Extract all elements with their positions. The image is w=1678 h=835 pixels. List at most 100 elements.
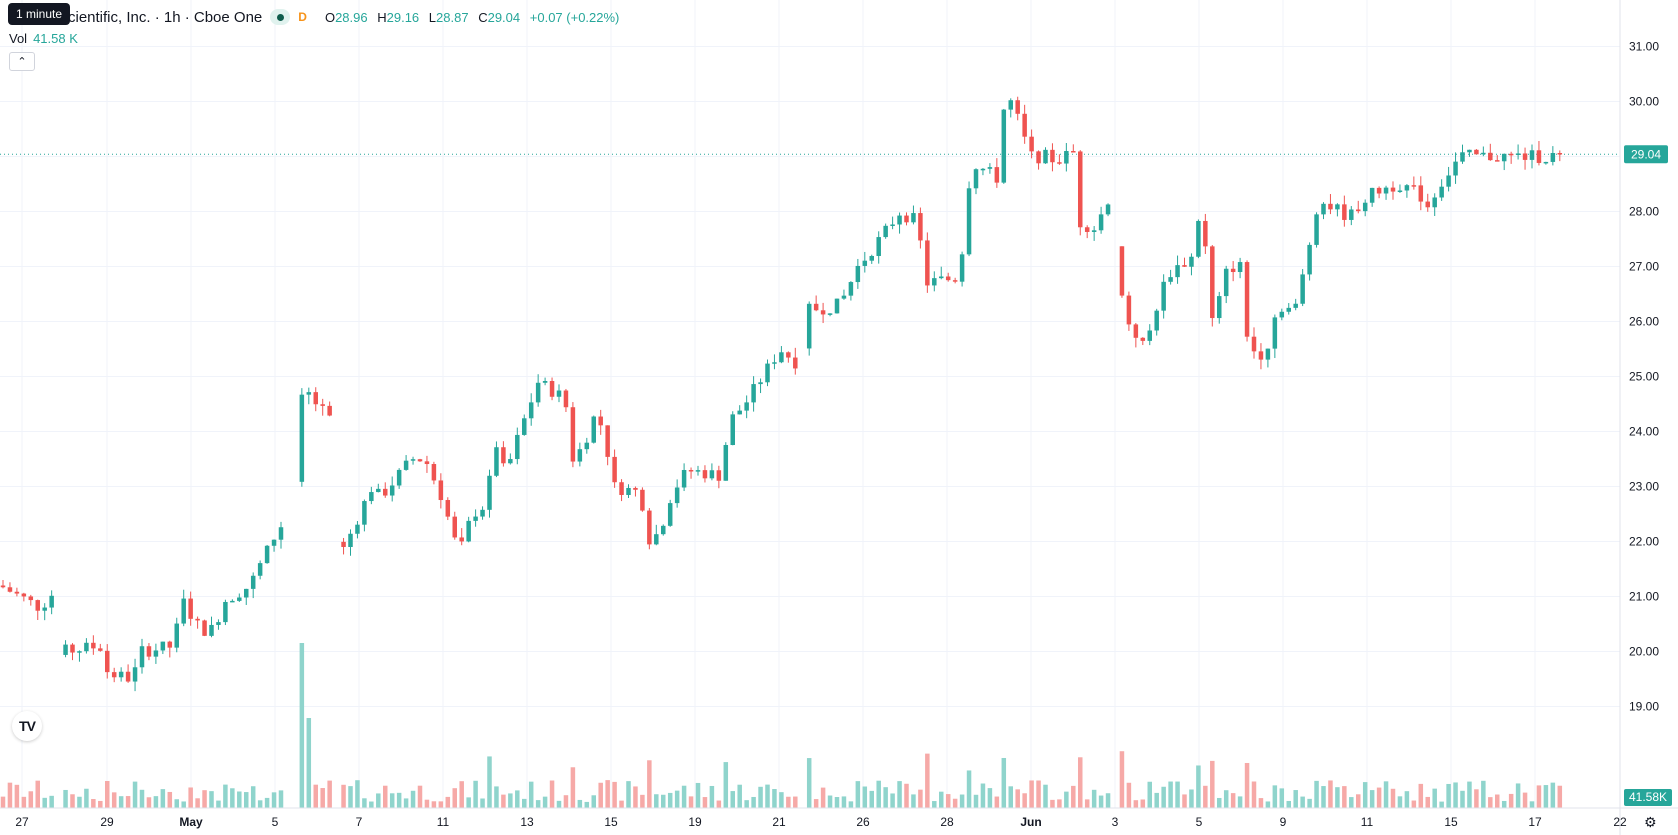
candle-body [1425,201,1430,208]
volume-bar [855,781,861,808]
price-tick-label: 31.00 [1629,40,1659,54]
volume-bar [695,782,701,808]
close-value: 29.04 [487,9,521,25]
volume-bar [1425,796,1430,808]
volume-bar [501,794,506,808]
volume-bar [28,791,34,808]
candle-body [647,510,652,545]
candle-body [1043,149,1048,164]
candle-body [1529,150,1535,160]
volume-bar [542,796,548,808]
volume-bar [619,800,624,808]
volume-bar [487,756,492,808]
last-volume-tag [1624,789,1672,806]
delay-badge[interactable]: D [298,10,307,24]
gear-icon[interactable]: ⚙ [1644,814,1657,830]
candles [0,96,1563,692]
candle-body [480,509,485,517]
volume-bar [1237,796,1243,808]
candle-body [376,488,381,493]
volume-bar [264,797,270,808]
volume-bar [271,792,277,808]
candle-body [1390,187,1396,192]
volume-bar [612,781,617,808]
volume-bar [591,795,596,808]
candle-body [1196,220,1201,257]
candle-body [77,651,82,653]
candle-body [167,641,173,648]
candle-body [1064,151,1069,164]
candle-body [667,503,673,526]
time-tick-label: 3 [1112,815,1119,829]
candle-body [1258,351,1264,360]
price-tick-label: 27.00 [1629,260,1659,274]
volume-bar [1474,789,1479,808]
candle-body [827,313,833,315]
candle-body [209,624,214,636]
volume-bar [480,798,485,808]
volume-bar [1335,787,1340,808]
candle-body [598,416,603,426]
volume-bar [278,790,284,808]
volume-bar [654,794,659,808]
time-tick-label: Jun [1020,815,1041,829]
volume-bar [1495,794,1500,808]
volume-bar [945,794,951,808]
volume-bar [1376,787,1382,808]
candle-body [1501,153,1507,162]
candle-body [1057,162,1062,164]
volume-bar [1223,790,1229,808]
candle-body [223,601,228,623]
candle-body [744,402,749,411]
volume-bar [1418,783,1424,808]
candle-body [389,485,395,496]
volume-bar [737,784,742,808]
volume-bar [515,790,520,808]
market-status-indicator[interactable] [270,9,291,25]
candle-body [1418,185,1424,202]
candle-body [612,456,617,483]
volume-bar [1342,786,1347,808]
volume-bar [230,788,235,808]
candle-body [876,237,881,256]
candle-body [63,644,68,655]
candle-body [278,527,284,540]
candle-body [501,447,506,464]
volume-bar [1071,785,1076,808]
volume-bar [876,780,881,808]
volume-bar [1522,792,1528,808]
volume-bar [751,796,756,808]
candle-body [188,598,193,619]
volume-bar [1286,800,1291,808]
volume-bar [862,786,868,808]
collapse-legend-button[interactable]: ⌃ [9,52,35,71]
volume-bar [1356,794,1361,808]
time-tick-label: 5 [272,815,279,829]
candle-body [619,482,624,495]
volume-bar [383,785,388,808]
volume-bar [1265,801,1271,808]
candle-body [1126,295,1132,325]
volume-bar [1362,782,1368,808]
volume-bar [1550,782,1556,808]
volume-bar [522,798,527,808]
candle-body [1022,113,1027,137]
volume-bar [91,799,96,808]
volume-bar [146,797,152,808]
symbol-title[interactable]: cientific, Inc. · 1h · Cboe One [68,8,263,26]
candle-body [737,410,742,415]
candle-body [1404,185,1410,191]
candle-body [862,260,868,266]
volume-bar [1453,782,1458,808]
candle-body [1105,204,1111,215]
volume-bar [1390,788,1396,808]
candle-body [1467,149,1472,153]
tradingview-logo[interactable]: TV [12,711,42,741]
candle-body [535,382,541,403]
volume-bar [1057,799,1062,808]
candle-body [473,516,478,521]
volume-bar [1369,790,1375,808]
time-tick-label: May [179,815,203,829]
candle-body [244,588,249,598]
